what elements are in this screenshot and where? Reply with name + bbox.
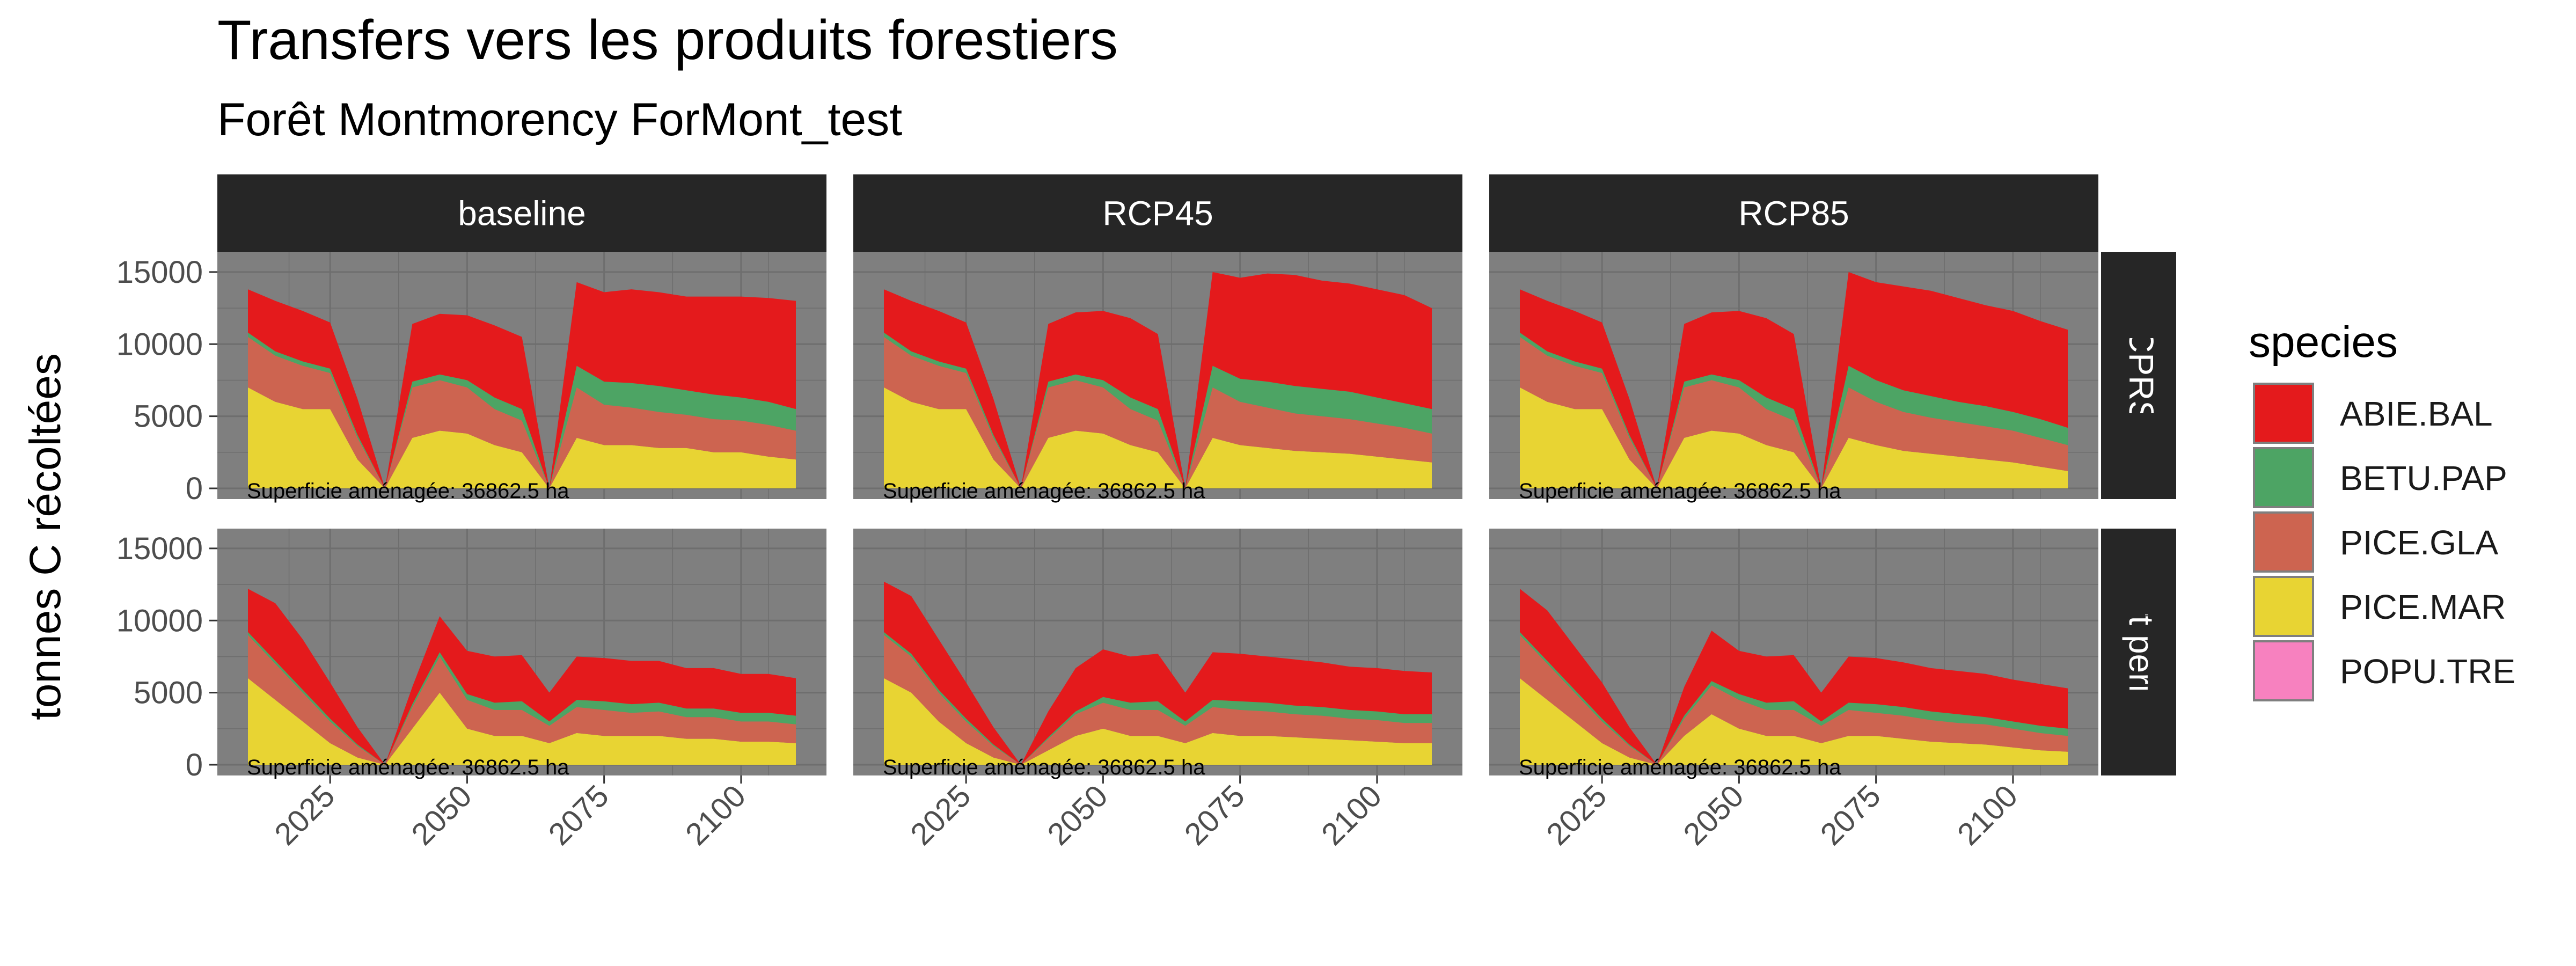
x-tick-label: 2025: [904, 778, 977, 852]
area-series-pice-mar: [248, 387, 796, 488]
legend-item-abie-bal: ABIE.BAL: [2253, 383, 2493, 444]
row-strip-couvert-permanent: Couvert permanent: [2101, 505, 2176, 799]
row-strip-label: CPRS: [2122, 328, 2161, 423]
y-tick-label: 10000: [116, 603, 203, 638]
y-axis-couvert-permanent: 0 5000 10000 15000: [116, 531, 217, 782]
panel-baseline-cprs: Superficie aménagée: 36862.5 ha: [217, 252, 826, 503]
area-series-abie-bal: [1520, 272, 2068, 488]
y-axis-label: tonnes C récoltées: [21, 353, 70, 720]
panel-note: Superficie aménagée: 36862.5 ha: [883, 756, 1205, 779]
legend: species ABIE.BAL BETU.PAP PICE.GLA PICE.MAR…: [2249, 318, 2515, 701]
y-tick-label: 0: [186, 471, 203, 506]
x-tick-label: 2100: [1951, 778, 2024, 852]
area-series-abie-bal: [248, 282, 796, 488]
chart-subtitle: Forêt Montmorency ForMont_test: [217, 94, 902, 145]
facet-strip-rcp85: RCP85: [1489, 174, 2098, 252]
facet-strip-baseline: baseline: [217, 174, 826, 252]
facet-strip-bg: [1489, 174, 2098, 252]
area-series-pice-mar: [248, 678, 796, 765]
x-axis-rcp85: 2025 2050 2075 2100: [1540, 775, 2024, 852]
y-tick-label: 5000: [134, 676, 203, 711]
area-series-pice-gla: [884, 635, 1432, 765]
area-series-betu-pap: [884, 332, 1432, 488]
area-series-pice-mar: [884, 678, 1432, 765]
row-strip-bg: [2101, 529, 2176, 775]
legend-swatch: [2253, 447, 2314, 508]
legend-item-betu-pap: BETU.PAP: [2253, 447, 2507, 508]
panel-rcp45-couvert-permanent: Superficie aménagée: 36862.5 ha: [853, 529, 1462, 779]
facet-strip-label: RCP45: [1102, 194, 1213, 233]
legend-label: BETU.PAP: [2340, 459, 2507, 497]
legend-item-popu-tre: POPU.TRE: [2253, 640, 2515, 701]
y-tick-label: 15000: [116, 531, 203, 566]
facet-strip-bg: [853, 174, 1462, 252]
legend-swatch: [2253, 383, 2314, 444]
legend-item-pice-gla: PICE.GLA: [2253, 511, 2499, 573]
area-series-pice-mar: [1520, 678, 2068, 765]
panel-note: Superficie aménagée: 36862.5 ha: [247, 756, 569, 779]
x-tick-label: 2075: [542, 778, 616, 852]
panel-note: Superficie aménagée: 36862.5 ha: [1519, 479, 1841, 503]
area-series-betu-pap: [248, 332, 796, 488]
row-strip-label: Couvert permanent: [2122, 505, 2161, 799]
area-series-abie-bal: [248, 589, 796, 765]
legend-swatch: [2253, 640, 2314, 701]
x-tick-label: 2025: [268, 778, 341, 852]
x-axis-rcp45: 2025 2050 2075 2100: [904, 775, 1388, 852]
x-tick-label: 2075: [1178, 778, 1252, 852]
panel-note: Superficie aménagée: 36862.5 ha: [883, 479, 1205, 503]
facet-strip-bg: [217, 174, 826, 252]
panel-rcp85-couvert-permanent: Superficie aménagée: 36862.5 ha: [1489, 529, 2098, 779]
x-tick-label: 2075: [1814, 778, 1887, 852]
facet-strip-label: baseline: [458, 194, 586, 233]
area-series-abie-bal: [1520, 589, 2068, 765]
row-strip-cprs: CPRS: [2101, 252, 2176, 499]
y-tick-label: 5000: [134, 399, 203, 434]
row-strip-bg: [2101, 252, 2176, 499]
x-axis-baseline: 2025 2050 2075 2100: [268, 775, 752, 852]
y-tick-label: 15000: [116, 255, 203, 290]
legend-label: ABIE.BAL: [2340, 394, 2493, 433]
legend-item-pice-mar: PICE.MAR: [2253, 576, 2506, 637]
area-series-abie-bal: [884, 581, 1432, 765]
area-series-pice-mar: [884, 387, 1432, 488]
area-series-pice-gla: [1520, 336, 2068, 488]
area-series-pice-gla: [1520, 635, 2068, 765]
x-tick-label: 2050: [1041, 778, 1114, 852]
panels-layer: baseline RCP45 RCP85 CPRS Couvert permanent S…: [116, 174, 2176, 852]
legend-swatch: [2253, 576, 2314, 637]
panel-rcp85-cprs: Superficie aménagée: 36862.5 ha: [1489, 252, 2098, 503]
x-tick-label: 2025: [1540, 778, 1613, 852]
panel-rcp45-cprs: Superficie aménagée: 36862.5 ha: [853, 252, 1462, 503]
legend-title: species: [2249, 318, 2398, 367]
x-tick-label: 2100: [1315, 778, 1388, 852]
legend-swatch: [2253, 511, 2314, 573]
panel-note: Superficie aménagée: 36862.5 ha: [1519, 756, 1841, 779]
x-tick-label: 2050: [405, 778, 478, 852]
panel-note: Superficie aménagée: 36862.5 ha: [247, 479, 569, 503]
y-tick-label: 10000: [116, 327, 203, 362]
area-series-abie-bal: [884, 272, 1432, 488]
area-series-pice-gla: [884, 336, 1432, 488]
facet-strip-label: RCP85: [1738, 194, 1849, 233]
area-series-pice-mar: [1520, 387, 2068, 488]
area-series-pice-gla: [248, 635, 796, 765]
x-tick-label: 2100: [679, 778, 752, 852]
area-series-betu-pap: [1520, 332, 2068, 488]
y-axis-cprs: 0 5000 10000 15000: [116, 255, 217, 506]
y-tick-label: 0: [186, 748, 203, 782]
chart-title: Transfers vers les produits forestiers: [217, 9, 1118, 71]
legend-label: PICE.MAR: [2340, 588, 2506, 626]
legend-label: PICE.GLA: [2340, 523, 2499, 562]
facet-strip-rcp45: RCP45: [853, 174, 1462, 252]
panel-baseline-couvert-permanent: Superficie aménagée: 36862.5 ha: [217, 529, 826, 779]
x-tick-label: 2050: [1677, 778, 1750, 852]
legend-label: POPU.TRE: [2340, 652, 2515, 691]
